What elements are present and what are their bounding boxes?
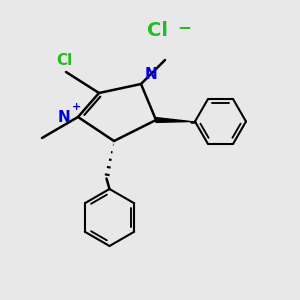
Text: N: N	[145, 67, 157, 82]
Text: +: +	[72, 102, 81, 112]
Text: Cl: Cl	[56, 53, 73, 68]
Text: N: N	[58, 110, 70, 124]
Text: −: −	[177, 18, 191, 36]
Polygon shape	[156, 118, 190, 122]
Text: Cl: Cl	[147, 20, 168, 40]
